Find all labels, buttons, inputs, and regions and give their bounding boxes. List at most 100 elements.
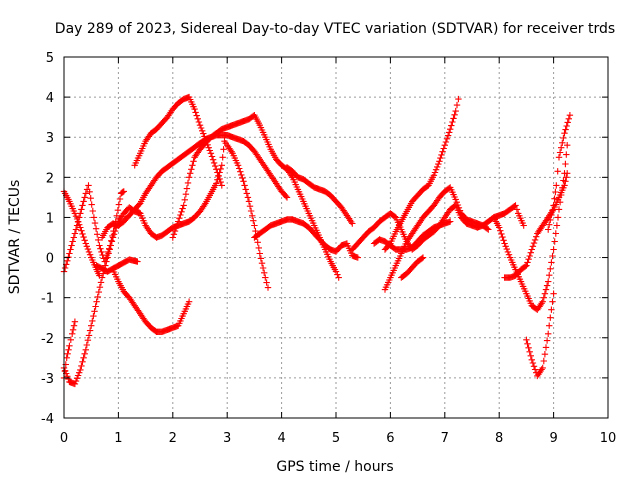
data-point	[220, 146, 227, 153]
data-point	[332, 268, 340, 275]
data-point	[554, 168, 561, 175]
data-point	[561, 182, 568, 189]
x-tick-label: 7	[441, 431, 449, 446]
x-tick-label: 6	[386, 431, 394, 446]
data-point	[70, 322, 78, 329]
data-point	[335, 274, 342, 281]
data-point	[66, 250, 73, 257]
data-point	[216, 175, 223, 183]
data-point	[246, 203, 254, 210]
data-point	[213, 166, 220, 173]
data-point	[391, 213, 398, 220]
data-point	[455, 95, 462, 103]
data-point	[93, 298, 100, 305]
y-tick-label: 4	[46, 91, 54, 106]
data-point	[81, 237, 88, 244]
data-point	[94, 231, 101, 238]
data-point	[531, 366, 539, 373]
data-point	[505, 251, 513, 258]
data-point	[432, 166, 440, 173]
data-point	[530, 239, 538, 247]
data-point	[530, 363, 538, 370]
data-point	[88, 201, 95, 208]
x-tick-label: 3	[223, 431, 231, 446]
data-point	[526, 348, 533, 355]
data-point	[454, 201, 462, 209]
data-point	[550, 246, 557, 253]
data-point	[541, 351, 549, 358]
data-point	[79, 230, 86, 238]
data-point	[447, 126, 454, 133]
data-point	[188, 166, 195, 173]
data-point	[71, 230, 79, 237]
data-point	[92, 225, 100, 232]
series-arc18	[490, 142, 571, 313]
series-arc14	[381, 95, 462, 253]
data-point	[183, 185, 191, 192]
data-point	[134, 258, 141, 265]
data-point	[558, 144, 565, 151]
chart-title: Day 289 of 2023, Sidereal Day-to-day VTE…	[55, 21, 615, 37]
series-arc8	[131, 93, 225, 189]
data-point	[113, 212, 120, 219]
data-point	[552, 188, 559, 196]
data-point	[525, 256, 532, 263]
data-point	[553, 182, 560, 189]
data-point	[81, 350, 88, 357]
data-point	[71, 380, 79, 388]
data-point	[542, 344, 550, 351]
data-point	[81, 194, 88, 201]
data-point	[185, 174, 193, 181]
data-point	[564, 170, 571, 177]
series-arc4	[60, 204, 144, 388]
axis-ticks	[63, 56, 609, 419]
data-point	[452, 196, 459, 203]
data-point	[334, 271, 341, 278]
data-point	[447, 218, 454, 225]
y-tick-label: -1	[41, 292, 54, 307]
x-tick-label: 2	[169, 431, 177, 446]
data-point	[244, 194, 252, 201]
data-point	[74, 218, 82, 225]
data-point	[437, 154, 444, 162]
data-point	[61, 264, 69, 272]
data-point	[96, 242, 103, 249]
data-point	[547, 216, 554, 224]
data-point	[209, 156, 217, 163]
data-point	[120, 188, 127, 195]
data-point	[243, 190, 250, 197]
data-point	[80, 233, 87, 241]
data-point	[546, 322, 553, 329]
data-point	[418, 255, 426, 262]
data-point	[431, 169, 439, 176]
data-point	[498, 230, 505, 238]
data-point	[441, 142, 448, 149]
data-point	[528, 356, 535, 363]
data-point	[254, 239, 261, 246]
data-point	[564, 142, 571, 149]
data-point	[64, 257, 71, 264]
data-point	[264, 284, 272, 291]
data-point	[252, 227, 259, 235]
data-point	[440, 145, 447, 152]
data-point	[94, 293, 101, 301]
data-point	[282, 193, 290, 200]
data-point	[540, 357, 547, 365]
data-point	[283, 194, 291, 201]
data-point	[79, 202, 86, 209]
data-point	[212, 162, 219, 170]
data-point	[181, 196, 188, 203]
data-point	[520, 222, 527, 229]
y-tick-label: 1	[46, 211, 54, 226]
data-point	[434, 163, 441, 171]
data-point	[546, 272, 553, 279]
series-arc9	[131, 132, 291, 213]
data-point	[66, 342, 73, 349]
data-point	[88, 322, 95, 329]
data-point	[178, 208, 185, 215]
data-point	[556, 149, 564, 156]
data-point	[78, 227, 85, 234]
series-arc21	[545, 112, 574, 233]
data-point	[543, 337, 551, 344]
data-point	[172, 224, 180, 232]
